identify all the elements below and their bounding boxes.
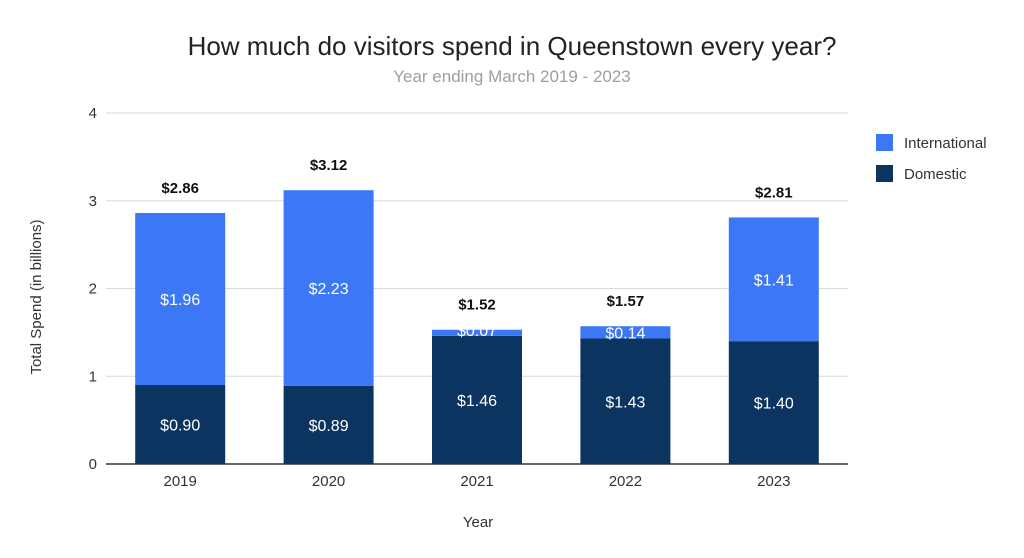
chart-subtitle: Year ending March 2019 - 2023: [393, 67, 631, 86]
x-axis: 2019 2020 2021 2022 2023: [164, 473, 791, 490]
y-axis-label: Total Spend (in billions): [28, 219, 45, 374]
chart-title: How much do visitors spend in Queenstown…: [188, 31, 837, 61]
bars: [135, 190, 819, 464]
data-label-international-2021: $0.07: [457, 323, 497, 340]
bar-international-2023: [728, 217, 819, 342]
legend-label-international: International: [904, 135, 987, 152]
data-label-domestic-2020: $0.89: [309, 418, 349, 435]
data-label-domestic-2023: $1.40: [754, 396, 794, 413]
data-labels: $0.90 $1.96 $2.86 $0.89 $2.23 $3.12 $1.46 $0.07…: [160, 157, 794, 435]
data-label-domestic-2019: $0.90: [160, 418, 200, 435]
legend[interactable]: International Domestic: [876, 134, 987, 183]
bar-international-2019: [135, 213, 226, 386]
x-tick-label: 2021: [460, 473, 493, 490]
data-label-total-2023: $2.81: [755, 184, 793, 201]
bar-domestic-2019: [135, 385, 226, 464]
y-tick-label: 4: [89, 105, 97, 122]
legend-swatch-international: [876, 134, 893, 151]
y-tick-label: 2: [89, 281, 97, 298]
bar-domestic-2021: [432, 335, 522, 464]
bar-international-2020: [283, 190, 374, 386]
legend-label-domestic: Domestic: [904, 166, 967, 183]
y-tick-label: 3: [89, 193, 97, 210]
data-label-total-2022: $1.57: [607, 293, 645, 310]
data-label-domestic-2021: $1.46: [457, 393, 497, 410]
bar-domestic-2023: [728, 341, 819, 464]
data-label-international-2022: $0.14: [605, 326, 645, 343]
bar-international-2021: [432, 329, 522, 336]
data-label-domestic-2022: $1.43: [605, 394, 645, 411]
data-label-international-2020: $2.23: [309, 281, 349, 298]
x-tick-label: 2019: [164, 473, 197, 490]
x-tick-label: 2022: [609, 473, 642, 490]
x-tick-label: 2020: [312, 473, 345, 490]
bar-domestic-2020: [283, 385, 374, 464]
data-label-total-2021: $1.52: [458, 297, 496, 314]
y-tick-label: 0: [89, 456, 97, 473]
data-label-total-2019: $2.86: [161, 180, 199, 197]
data-label-international-2019: $1.96: [160, 292, 200, 309]
legend-swatch-domestic: [876, 165, 893, 182]
data-label-total-2020: $3.12: [310, 157, 348, 174]
bar-domestic-2022: [580, 338, 671, 464]
y-tick-label: 1: [89, 368, 97, 385]
data-label-international-2023: $1.41: [754, 272, 794, 289]
x-axis-label: Year: [463, 514, 493, 531]
x-tick-label: 2023: [757, 473, 790, 490]
gridlines: 0 1 2 3 4: [89, 105, 848, 473]
bar-international-2022: [580, 326, 671, 339]
